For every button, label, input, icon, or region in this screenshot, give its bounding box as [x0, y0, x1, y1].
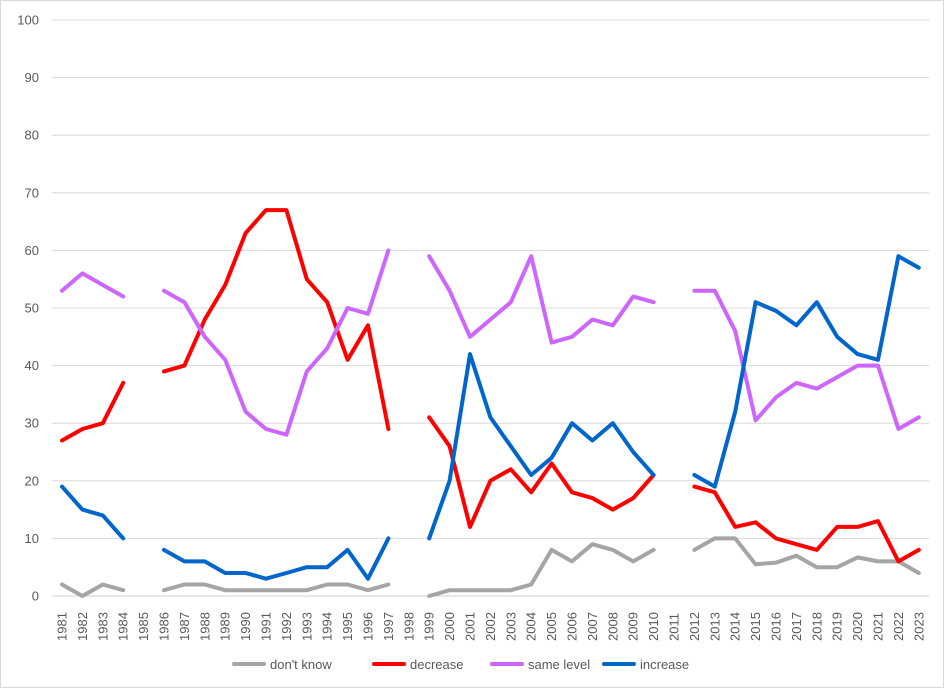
x-tick-label: 1981: [55, 612, 70, 641]
x-tick-label: 1992: [279, 612, 294, 641]
x-tick-label: 1998: [401, 612, 416, 641]
y-tick-label: 50: [25, 301, 39, 316]
series-line-segment: [429, 256, 653, 342]
series-line-segment: [62, 383, 123, 441]
legend: don't know decrease same level increase: [234, 657, 689, 672]
y-tick-label: 70: [25, 185, 39, 200]
x-tick-label: 2005: [544, 612, 559, 641]
x-tick-label: 2001: [463, 612, 478, 641]
legend-item: decrease: [374, 657, 463, 672]
x-tick-label: 1997: [381, 612, 396, 641]
y-tick-label: 20: [25, 473, 39, 488]
x-tick-label: 1991: [259, 612, 274, 641]
series-don-t-know: [62, 538, 919, 596]
series-line-segment: [694, 538, 918, 573]
x-tick-label: 1996: [361, 612, 376, 641]
series-same-level: [62, 250, 919, 435]
x-tick-label: 1990: [238, 612, 253, 641]
x-tick-label: 2008: [605, 612, 620, 641]
y-tick-label: 30: [25, 416, 39, 431]
series-increase: [62, 256, 919, 579]
x-tick-label: 1994: [320, 612, 335, 641]
x-tick-label: 2003: [503, 612, 518, 641]
legend-label: same level: [528, 657, 590, 672]
x-tick-label: 1982: [75, 612, 90, 641]
x-tick-label: 2023: [911, 612, 926, 641]
y-tick-label: 100: [17, 13, 39, 28]
x-tick-label: 1993: [299, 612, 314, 641]
legend-item: don't know: [234, 657, 332, 672]
x-tick-label: 2013: [707, 612, 722, 641]
legend-label: decrease: [410, 657, 463, 672]
legend-item: increase: [604, 657, 689, 672]
x-tick-label: 1989: [218, 612, 233, 641]
x-tick-label: 2022: [891, 612, 906, 641]
x-tick-label: 2020: [850, 612, 865, 641]
series-line-segment: [62, 585, 123, 597]
y-tick-label: 40: [25, 358, 39, 373]
series-line-segment: [164, 210, 388, 429]
y-tick-label: 0: [32, 589, 39, 604]
x-tick-label: 2015: [748, 612, 763, 641]
legend-item: same level: [492, 657, 590, 672]
legend-label: increase: [640, 657, 689, 672]
x-tick-label: 2021: [871, 612, 886, 641]
y-tick-label: 80: [25, 128, 39, 143]
y-tick-label: 90: [25, 70, 39, 85]
x-tick-label: 2014: [728, 612, 743, 641]
x-tick-label: 1986: [157, 612, 172, 641]
x-tick-label: 2018: [809, 612, 824, 641]
x-tick-label: 1987: [177, 612, 192, 641]
series-line-segment: [164, 250, 388, 434]
x-tick-label: 1995: [340, 612, 355, 641]
x-tick-label: 2019: [830, 612, 845, 641]
series-line-segment: [62, 273, 123, 296]
series-line-segment: [429, 354, 653, 538]
x-tick-label: 2009: [626, 612, 641, 641]
x-tick-label: 2016: [769, 612, 784, 641]
series-line-segment: [694, 256, 918, 486]
series-line-segment: [429, 544, 653, 596]
x-tick-label: 1999: [422, 612, 437, 641]
x-tick-label: 2010: [646, 612, 661, 641]
x-tick-label: 1988: [197, 612, 212, 641]
x-tick-label: 2007: [585, 612, 600, 641]
y-axis-ticks: 0 10 20 30 40 50 60 70 80 90 100: [17, 13, 39, 604]
x-tick-label: 2017: [789, 612, 804, 641]
x-tick-label: 2011: [667, 613, 682, 641]
x-tick-label: 2012: [687, 612, 702, 641]
series-line-segment: [164, 538, 388, 578]
gridlines: [52, 20, 929, 596]
series-line-segment: [694, 487, 918, 562]
y-tick-label: 60: [25, 243, 39, 258]
x-tick-label: 2006: [565, 612, 580, 641]
x-tick-label: 1983: [95, 612, 110, 641]
y-tick-label: 10: [25, 531, 39, 546]
series-line-segment: [62, 487, 123, 539]
x-tick-label: 2002: [483, 612, 498, 641]
x-tick-label: 1985: [136, 612, 151, 641]
series-line-segment: [164, 585, 388, 591]
x-tick-label: 1984: [116, 612, 131, 641]
x-tick-label: 2004: [524, 612, 539, 641]
legend-label: don't know: [270, 657, 332, 672]
x-axis-ticks: 1981 1982 1983 1984 1985 1986 1987 1988 1989 1990…: [55, 612, 927, 641]
x-tick-label: 2000: [442, 612, 457, 641]
